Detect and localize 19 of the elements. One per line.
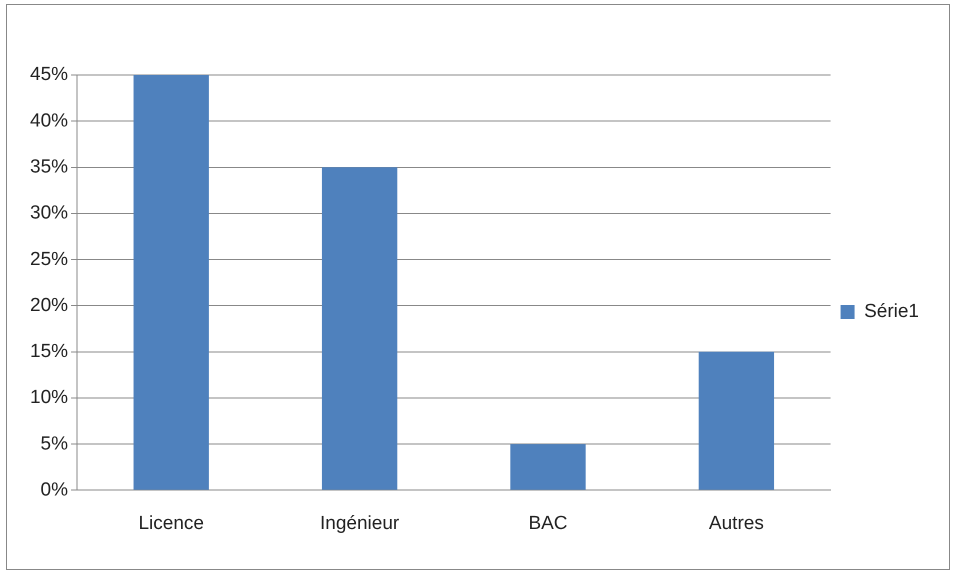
x-tick-label: Ingénieur [320,512,400,534]
x-tick-label: BAC [528,512,568,534]
x-tick-label: Autres [708,512,764,534]
legend-label: Série1 [864,301,919,322]
y-tick-label: 15% [30,341,68,362]
x-tick-label: Licence [138,512,204,534]
y-tick-label: 0% [40,479,68,500]
y-tick-label: 40% [30,110,68,132]
y-tick-label: 5% [40,433,68,454]
bar [698,352,774,490]
y-tick-label: 10% [30,387,68,408]
y-tick-label: 25% [30,248,68,270]
bar [322,167,398,490]
y-tick-label: 20% [30,294,68,316]
y-tick-label: 45% [30,64,68,86]
bar [134,75,209,490]
bar [510,444,586,490]
y-tick-label: 35% [30,156,68,178]
y-tick-label: 30% [30,202,68,224]
